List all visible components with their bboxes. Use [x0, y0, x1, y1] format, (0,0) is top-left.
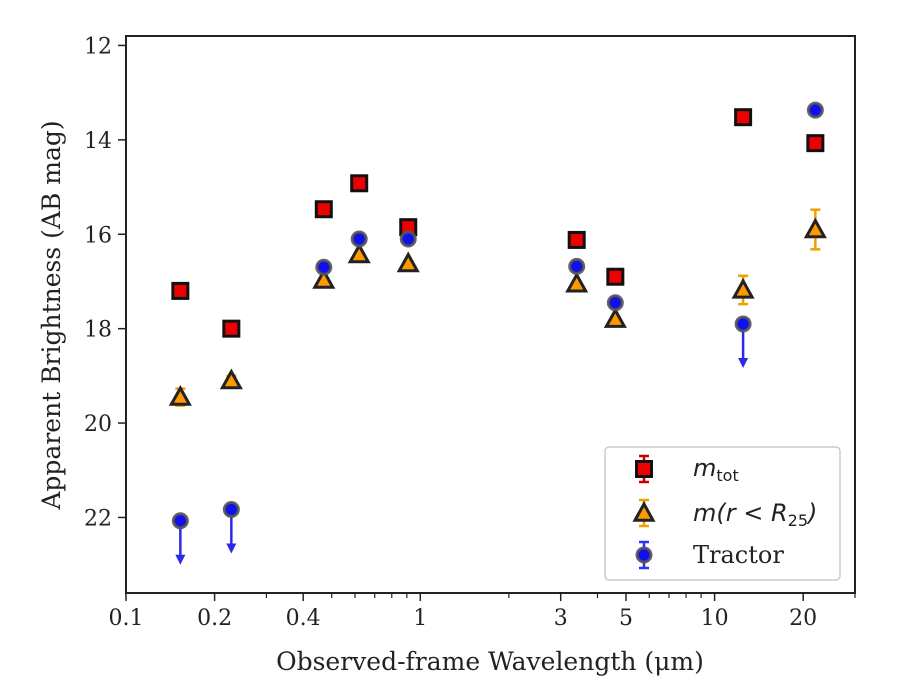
mr25-point: [565, 271, 589, 293]
x-tick-label: 20: [789, 606, 817, 631]
legend-label-tractor: Tractor: [693, 541, 784, 569]
plot-frame: [125, 35, 856, 594]
mr25-point: [803, 217, 827, 239]
mtot-point: [606, 267, 625, 286]
mr25-point: [168, 385, 192, 406]
legend-label-mr25: m(r < R25): [693, 499, 817, 530]
mtot-point: [314, 200, 333, 219]
x-tick-label: 5: [619, 606, 633, 631]
x-tick-label: 0.1: [109, 606, 144, 631]
legend-marker-mr25: [632, 500, 656, 522]
legend-box: [604, 446, 841, 581]
mtot-point: [350, 174, 369, 193]
tractor-upper-limit-arrowhead: [175, 554, 186, 565]
mr25-point: [312, 267, 336, 289]
mtot-point: [222, 319, 241, 338]
data-marks: [168, 101, 827, 565]
tractor-point: [606, 294, 624, 312]
y-axis-ticks: 12 14 16 18 20 22: [84, 34, 126, 531]
mr25-point: [396, 251, 420, 273]
legend-label-mr25-main: m(r < R: [693, 499, 788, 527]
legend-label-mr25-suffix: ): [806, 499, 817, 527]
y-tick-label: 12: [84, 34, 112, 59]
legend-label-mtot: mtot: [693, 454, 739, 485]
tractor-upper-limit-arrowhead: [226, 543, 237, 554]
mr25-point: [603, 307, 627, 328]
tractor-point: [171, 512, 189, 530]
tractor-point: [399, 230, 417, 248]
mr25-point: [347, 242, 371, 264]
y-tick-label: 14: [84, 129, 112, 154]
tractor-point: [734, 315, 752, 333]
tractor-point: [806, 101, 824, 119]
y-tick-label: 20: [84, 412, 112, 437]
mtot-point: [171, 281, 190, 300]
tractor-point: [222, 500, 240, 518]
legend-symbols: [632, 454, 656, 570]
tractor-point: [350, 230, 368, 248]
mtot-point: [567, 230, 586, 249]
x-tick-label: 0.2: [197, 606, 232, 631]
y-tick-label: 18: [84, 318, 112, 343]
x-axis-title: Observed-frame Wavelength (μm): [276, 647, 704, 676]
y-axis-title: Apparent Brightness (AB mag): [37, 120, 66, 510]
legend: mtot m(r < R25) Tractor: [604, 446, 841, 581]
mtot-point: [806, 134, 825, 153]
legend-label-mtot-sub: tot: [716, 466, 738, 485]
x-tick-label: 10: [701, 606, 729, 631]
x-tick-label: 0.4: [286, 606, 321, 631]
x-tick-label: 3: [554, 606, 568, 631]
tractor-point: [568, 257, 586, 275]
y-tick-label: 16: [84, 223, 112, 248]
legend-label-mtot-main: m: [693, 454, 716, 482]
tractor-upper-limit-arrowhead: [738, 357, 749, 368]
legend-label-mr25-sub: 25: [788, 511, 808, 530]
mtot-point: [734, 108, 753, 127]
x-axis-ticks: 0.1 0.2 0.4 1 3 5 10 20: [109, 593, 856, 631]
mr25-point: [731, 277, 755, 299]
mr25-point: [219, 368, 243, 390]
legend-marker-mtot: [635, 460, 653, 478]
y-tick-label: 22: [84, 506, 112, 531]
legend-marker-tractor: [635, 546, 653, 564]
x-tick-label: 1: [413, 606, 427, 631]
tractor-point: [315, 258, 333, 276]
